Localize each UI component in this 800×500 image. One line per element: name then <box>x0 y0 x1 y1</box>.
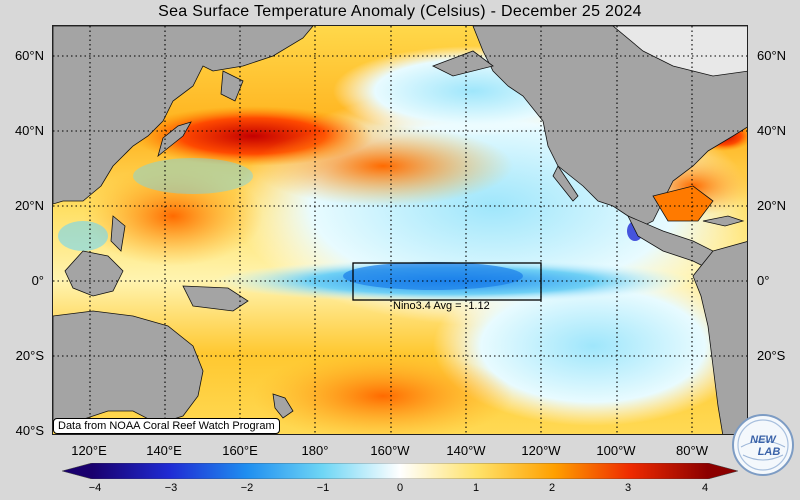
data-credit-box: Data from NOAA Coral Reef Watch Program <box>53 418 280 434</box>
lat-label-left-20s: 20°S <box>15 348 44 363</box>
lat-label-right-40n: 40°N <box>757 123 787 138</box>
lat-label-left-20n: 20°N <box>14 198 44 213</box>
lon-label-140w: 140°W <box>446 443 486 458</box>
logo-text-top: NEW <box>750 434 777 446</box>
lat-label-right-20s: 20°S <box>757 348 786 363</box>
lon-label-140e: 140°E <box>146 443 182 458</box>
lon-label-160w: 160°W <box>370 443 410 458</box>
borneo-land <box>64 250 124 297</box>
new-lab-logo: NEW LAB <box>732 414 794 476</box>
lat-label-left-60n: 60°N <box>14 48 44 63</box>
colorbar-tick-neg3: −3 <box>164 482 178 494</box>
lat-label-left-40n: 40°N <box>14 123 44 138</box>
lon-label-120w: 120°W <box>521 443 561 458</box>
lon-label-160e: 160°E <box>222 443 258 458</box>
nino34-label: Nino3.4 Avg = -1.12 <box>393 300 490 312</box>
map-title: Sea Surface Temperature Anomaly (Celsius… <box>158 3 642 20</box>
philippines-land <box>110 215 126 252</box>
japan-land <box>157 121 192 158</box>
alaska-peninsula-land <box>432 50 494 77</box>
arctic-ice <box>612 26 747 77</box>
lat-label-right-20n: 20°N <box>757 198 787 213</box>
new-zealand-land <box>272 393 294 419</box>
lat-label-right-0: 0° <box>757 273 770 288</box>
lon-label-80w: 80°W <box>676 443 708 458</box>
south-america-land <box>692 241 747 434</box>
gulf-of-mexico-water <box>652 185 714 222</box>
colorbar <box>62 463 738 479</box>
lon-label-100w: 100°W <box>596 443 636 458</box>
sst-anomaly-map <box>52 25 748 435</box>
caribbean-islands <box>702 215 745 227</box>
colorbar-tick-neg2: −2 <box>240 482 254 494</box>
lon-label-120e: 120°E <box>71 443 107 458</box>
colorbar-tick-1: 1 <box>472 482 480 494</box>
baja-land <box>552 165 579 202</box>
logo-text-bottom: LAB <box>758 446 781 458</box>
colorbar-tick-4: 4 <box>701 482 709 494</box>
graticule <box>53 26 747 434</box>
lat-label-right-60n: 60°N <box>757 48 787 63</box>
colorbar-tick-neg4: −4 <box>88 482 102 494</box>
colorbar-tick-3: 3 <box>624 482 632 494</box>
lon-label-180: 180° <box>301 443 329 458</box>
kamchatka-land <box>220 70 244 102</box>
colorbar-tick-2: 2 <box>548 482 556 494</box>
colorbar-tick-neg1: −1 <box>316 482 330 494</box>
colorbar-tick-0: 0 <box>396 482 404 494</box>
asia-land <box>53 26 314 205</box>
lat-label-left-0: 0° <box>31 273 44 288</box>
nino34-box <box>352 262 542 301</box>
lat-label-left-40s: 40°S <box>15 423 44 438</box>
